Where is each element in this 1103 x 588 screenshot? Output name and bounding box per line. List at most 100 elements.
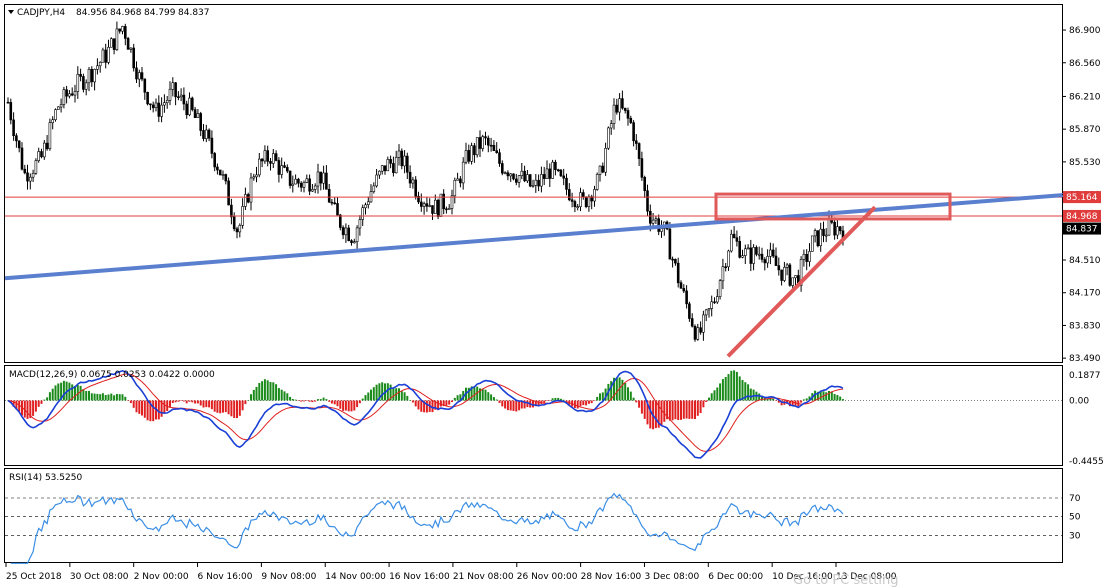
macd-histogram-bar	[445, 400, 448, 406]
macd-histogram-bar	[188, 400, 191, 402]
macd-histogram-bar	[738, 376, 741, 401]
macd-histogram-bar	[71, 384, 74, 401]
macd-histogram-bar	[585, 400, 588, 406]
macd-histogram-bar	[730, 370, 733, 401]
macd-histogram-bar	[104, 395, 107, 401]
macd-histogram-bar	[546, 400, 548, 401]
macd-histogram-bar	[523, 400, 526, 409]
macd-histogram-bar	[800, 400, 803, 403]
candle-up	[439, 193, 443, 217]
candle-down	[224, 174, 228, 182]
macd-histogram-bar	[601, 392, 604, 401]
candle-down	[174, 82, 177, 98]
macd-histogram-bar	[816, 391, 819, 401]
candle-down	[498, 152, 501, 164]
macd-histogram-bar	[199, 400, 202, 406]
candle-up	[785, 264, 789, 268]
price-tick-label: 84.510	[1069, 256, 1101, 266]
candle-down	[274, 153, 278, 161]
macd-histogram-bar	[303, 400, 305, 402]
macd-histogram-bar	[311, 400, 314, 403]
candle-down	[484, 136, 487, 139]
candle-down	[554, 161, 557, 170]
candle-up	[595, 174, 599, 190]
candle-down	[216, 166, 219, 171]
candle-up	[470, 145, 473, 162]
candle-up	[48, 122, 52, 149]
candle-up	[364, 204, 367, 209]
symbol-dropdown-icon[interactable]	[8, 10, 14, 14]
candle-up	[56, 106, 60, 110]
macd-histogram-bar	[660, 400, 663, 426]
macd-histogram-bar	[297, 400, 300, 401]
macd-histogram-bar	[411, 400, 414, 403]
candle-up	[54, 109, 57, 120]
candle-up	[520, 170, 524, 176]
candle-down	[23, 168, 27, 174]
macd-histogram-bar	[747, 384, 750, 401]
macd-histogram-bar	[775, 400, 777, 401]
time-tick-label: 26 Nov 00:00	[517, 572, 578, 582]
candle-up	[313, 185, 317, 190]
ascending-trendline[interactable]	[4, 192, 1070, 281]
macd-histogram-bar	[210, 400, 213, 410]
macd-histogram-bar	[694, 400, 696, 419]
macd-histogram-bar	[344, 400, 347, 411]
macd-panel[interactable]	[4, 365, 1063, 466]
candle-down	[621, 98, 624, 109]
consolidation-box[interactable]	[714, 192, 952, 221]
macd-histogram-bar	[632, 397, 635, 401]
rsi-panel[interactable]	[4, 468, 1063, 563]
candle-down	[822, 228, 825, 236]
candle-down	[70, 93, 74, 96]
macd-histogram-bar	[275, 384, 278, 401]
candles-layer	[6, 21, 845, 342]
candle-down	[218, 169, 222, 176]
candle-up	[447, 208, 451, 210]
candle-up	[280, 165, 284, 175]
macd-histogram-bar	[772, 398, 775, 401]
candle-down	[637, 143, 641, 159]
candle-down	[336, 203, 339, 216]
macd-histogram-bar	[62, 380, 65, 401]
time-tick-label: 9 Nov 08:00	[261, 572, 316, 582]
macd-histogram-bar	[425, 400, 428, 413]
candle-down	[693, 325, 697, 340]
macd-histogram-bar	[777, 400, 780, 403]
candle-up	[540, 174, 543, 187]
time-tick-label: 6 Nov 16:00	[198, 572, 253, 582]
candle-down	[473, 145, 476, 156]
candle-up	[727, 250, 730, 268]
candle-up	[752, 247, 755, 264]
macd-histogram-bar	[515, 400, 518, 412]
macd-histogram-bar	[280, 389, 283, 401]
macd-histogram-bar	[495, 399, 498, 401]
candle-down	[124, 26, 127, 39]
price-tag-lower: 84.968	[1066, 212, 1098, 222]
candle-up	[87, 69, 91, 84]
candle-up	[526, 174, 529, 182]
macd-histogram-bar	[258, 383, 261, 401]
candle-up	[68, 93, 71, 97]
support-trendline[interactable]	[726, 205, 877, 358]
macd-histogram-bar	[291, 399, 294, 401]
macd-histogram-bar	[34, 400, 37, 412]
macd-histogram-bar	[624, 383, 627, 401]
candle-up	[59, 104, 63, 108]
macd-histogram-bar	[157, 400, 160, 420]
candle-down	[690, 318, 694, 327]
candle-down	[548, 168, 552, 179]
macd-histogram-bar	[668, 400, 671, 421]
candle-up	[576, 206, 580, 208]
candle-down	[838, 226, 842, 232]
time-tick-label: 14 Nov 00:00	[325, 572, 386, 582]
candle-up	[707, 308, 711, 311]
macd-histogram-bar	[434, 400, 437, 410]
candle-up	[403, 155, 406, 167]
macd-histogram-bar	[814, 390, 817, 401]
macd-histogram-bar	[286, 393, 289, 401]
candle-up	[257, 158, 261, 176]
candle-up	[718, 280, 722, 297]
candle-up	[252, 176, 256, 179]
macd-histogram-bar	[448, 400, 451, 405]
